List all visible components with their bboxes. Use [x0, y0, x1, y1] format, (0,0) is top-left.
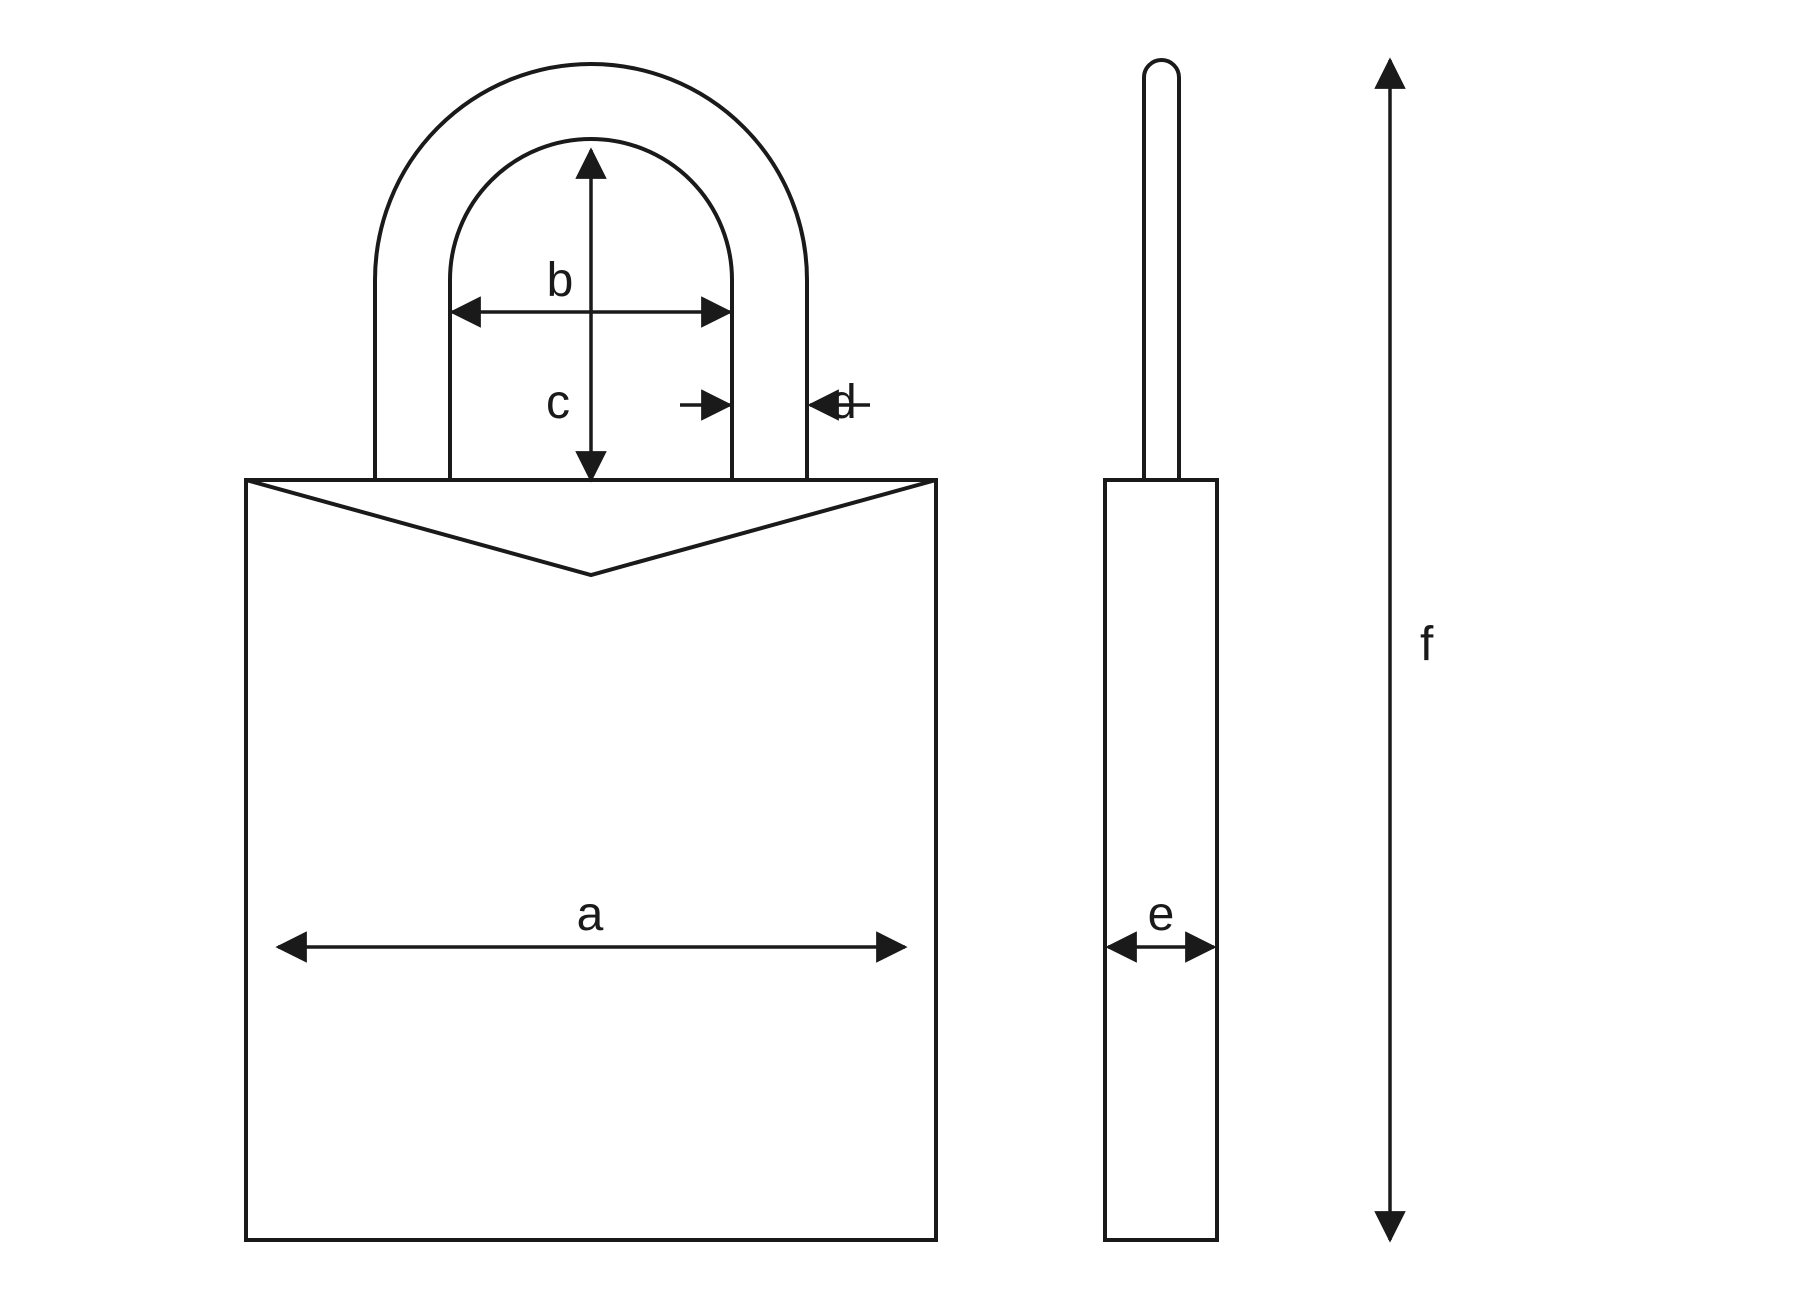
padlock-diagram: a b c d e f [0, 0, 1794, 1300]
front-bevel [246, 480, 936, 575]
dim-b-label: b [547, 254, 574, 307]
dim-d-label: d [830, 376, 857, 429]
front-body [246, 480, 936, 1240]
dim-f-label: f [1420, 618, 1434, 671]
dim-c-label: c [546, 376, 570, 429]
side-shackle [1144, 60, 1179, 480]
side-body [1105, 480, 1217, 1240]
dim-e-label: e [1148, 888, 1175, 941]
dim-a-label: a [577, 888, 604, 941]
